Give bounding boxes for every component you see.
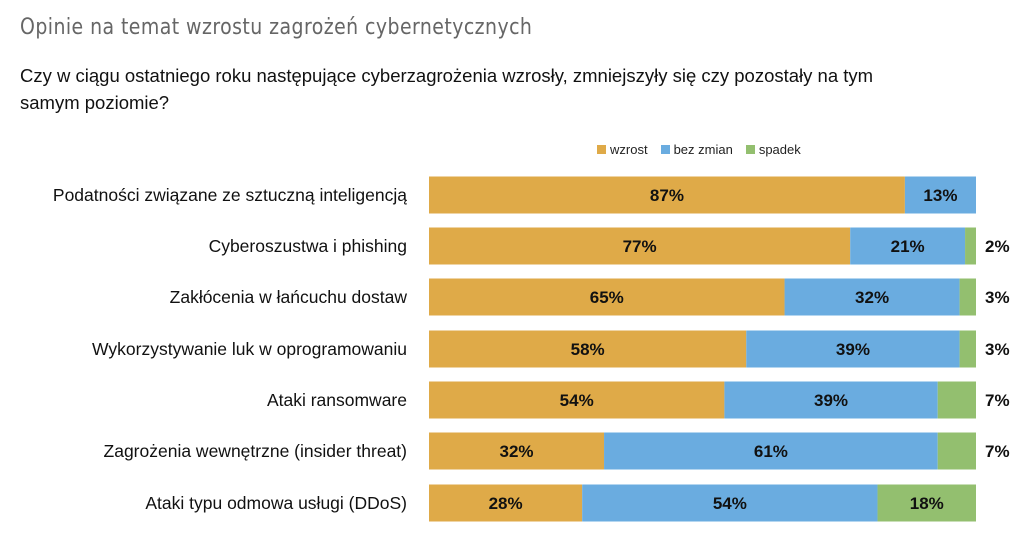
data-label: 32% bbox=[500, 442, 534, 461]
category-label: Ataki ransomware bbox=[267, 390, 407, 410]
legend-swatch bbox=[597, 145, 606, 154]
data-label: 3% bbox=[985, 340, 1010, 359]
category-label: Podatności związane ze sztuczną intelige… bbox=[53, 185, 407, 205]
bar-bez-zmian bbox=[604, 432, 938, 470]
bar-wzrost bbox=[429, 381, 725, 419]
bar-spadek bbox=[877, 484, 976, 522]
bar-wzrost bbox=[429, 330, 747, 368]
data-label: 87% bbox=[650, 186, 684, 205]
bar-bez-zmian bbox=[784, 278, 960, 316]
data-label: 13% bbox=[923, 186, 957, 205]
legend-swatch bbox=[660, 145, 670, 154]
bar-bez-zmian bbox=[850, 227, 966, 265]
data-label: 3% bbox=[985, 288, 1010, 307]
legend-item-wzrost: wzrost bbox=[597, 142, 648, 157]
data-label: 54% bbox=[560, 391, 594, 410]
data-label: 58% bbox=[571, 340, 605, 359]
bar-bez-zmian bbox=[724, 381, 938, 419]
legend-item-spadek: spadek bbox=[745, 142, 801, 157]
bar-wzrost bbox=[429, 432, 605, 470]
bar-bez-zmian bbox=[582, 484, 878, 522]
data-label: 2% bbox=[985, 237, 1010, 256]
bar-bez-zmian bbox=[746, 330, 960, 368]
data-label: 18% bbox=[910, 494, 944, 513]
bar-bez-zmian bbox=[904, 176, 976, 214]
legend-item-bez-zmian: bez zmian bbox=[660, 142, 733, 157]
legend: wzrost bez zmian spadek bbox=[597, 142, 801, 157]
data-label: 7% bbox=[985, 442, 1010, 461]
bar-spadek bbox=[937, 432, 976, 470]
data-label: 28% bbox=[489, 494, 523, 513]
category-label: Wykorzystywanie luk w oprogramowaniu bbox=[92, 339, 407, 359]
category-label: Zagrożenia wewnętrzne (insider threat) bbox=[104, 441, 407, 461]
bar-wzrost bbox=[429, 278, 785, 316]
bar-spadek bbox=[959, 278, 976, 316]
data-label: 39% bbox=[836, 340, 870, 359]
category-label: Zakłócenia w łańcuchu dostaw bbox=[170, 287, 408, 307]
data-label: 7% bbox=[985, 391, 1010, 410]
legend-label: bez zmian bbox=[673, 142, 733, 157]
data-label: 21% bbox=[891, 237, 925, 256]
bar-spadek bbox=[959, 330, 976, 368]
legend-label: spadek bbox=[758, 142, 801, 157]
bar-wzrost bbox=[429, 484, 583, 522]
data-label: 32% bbox=[855, 288, 889, 307]
category-label: Cyberoszustwa i phishing bbox=[209, 236, 407, 256]
data-label: 61% bbox=[754, 442, 788, 461]
data-label: 65% bbox=[590, 288, 624, 307]
data-label: 77% bbox=[623, 237, 657, 256]
chart-title: Opinie na temat wzrostu zagrożeń cyberne… bbox=[20, 15, 533, 40]
bar-spadek bbox=[937, 381, 976, 419]
bar-wzrost bbox=[429, 227, 851, 265]
legend-swatch bbox=[745, 145, 755, 154]
bar-wzrost bbox=[429, 176, 905, 214]
data-label: 54% bbox=[713, 494, 747, 513]
bar-spadek bbox=[965, 227, 976, 265]
legend-label: wzrost bbox=[610, 142, 648, 157]
data-label: 39% bbox=[814, 391, 848, 410]
category-label: Ataki typu odmowa usługi (DDoS) bbox=[145, 493, 407, 513]
chart-subtitle: Czy w ciągu ostatniego roku następujące … bbox=[20, 65, 874, 113]
